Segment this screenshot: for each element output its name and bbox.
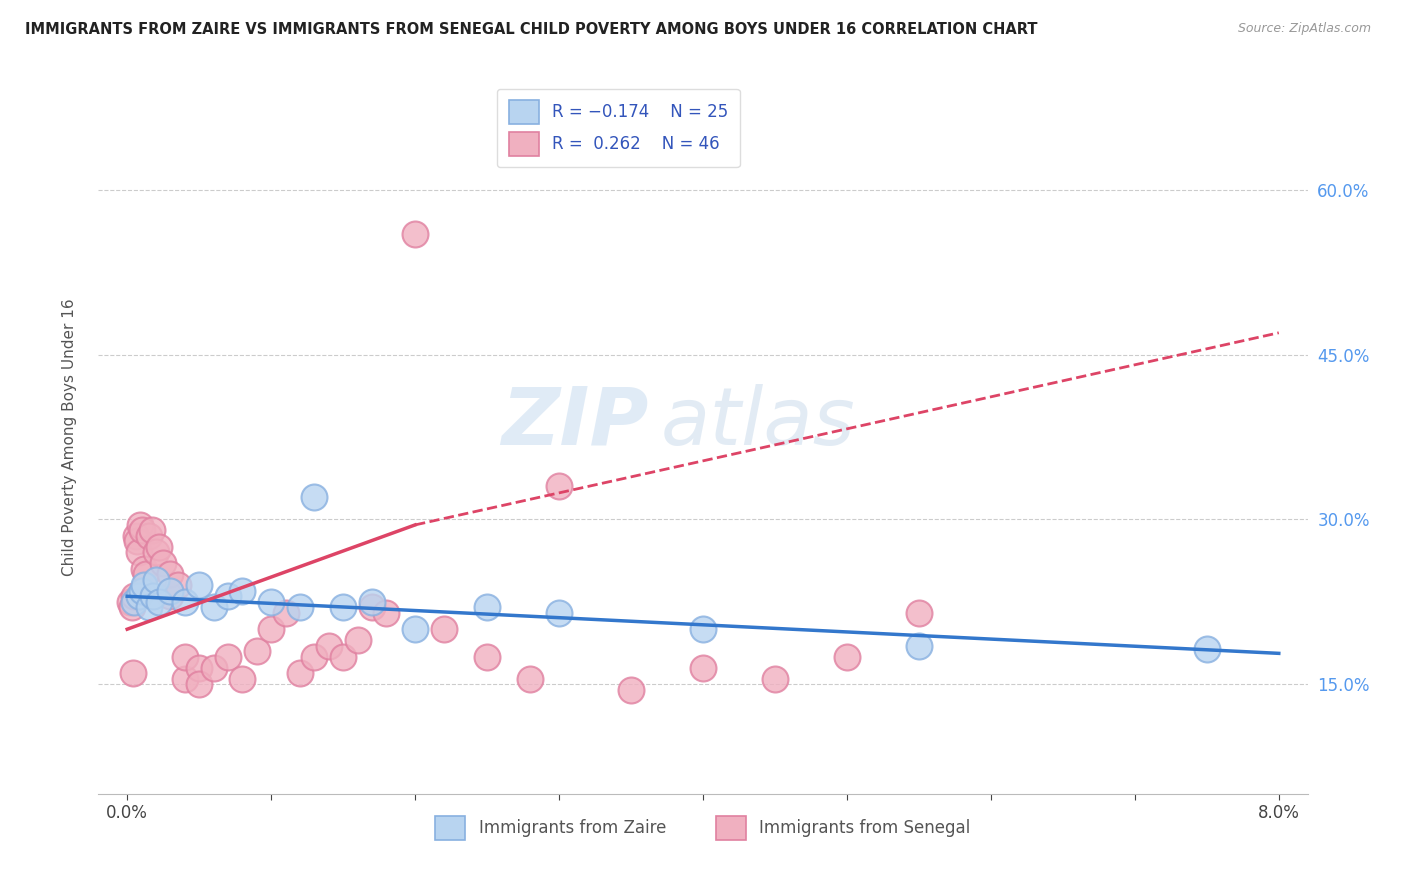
Point <box>121 600 143 615</box>
Point <box>124 589 146 603</box>
Point <box>274 606 297 620</box>
Text: Source: ZipAtlas.com: Source: ZipAtlas.com <box>1237 22 1371 36</box>
Point <box>166 578 188 592</box>
Point <box>134 562 156 576</box>
Point <box>304 491 326 505</box>
Point <box>217 589 239 603</box>
Text: IMMIGRANTS FROM ZAIRE VS IMMIGRANTS FROM SENEGAL CHILD POVERTY AMONG BOYS UNDER : IMMIGRANTS FROM ZAIRE VS IMMIGRANTS FROM… <box>25 22 1038 37</box>
Point <box>692 660 714 674</box>
Point <box>433 622 456 636</box>
Point <box>519 672 541 686</box>
Point <box>346 633 368 648</box>
Point <box>120 595 142 609</box>
Point <box>159 583 181 598</box>
Point <box>141 524 163 538</box>
Point <box>148 540 170 554</box>
Point <box>404 622 426 636</box>
Point <box>129 517 152 532</box>
Point <box>127 534 149 549</box>
Point <box>128 545 150 559</box>
Point <box>620 682 643 697</box>
Point <box>361 595 384 609</box>
Point <box>475 600 498 615</box>
Point <box>304 649 326 664</box>
Point <box>124 595 146 609</box>
Point <box>202 660 225 674</box>
Point <box>188 578 211 592</box>
Point <box>361 600 384 615</box>
Point <box>908 639 931 653</box>
Point <box>122 666 145 681</box>
Point <box>375 606 398 620</box>
Point <box>145 545 167 559</box>
Point <box>260 622 283 636</box>
Point <box>131 524 153 538</box>
Point <box>188 677 211 691</box>
Y-axis label: Child Poverty Among Boys Under 16: Child Poverty Among Boys Under 16 <box>62 298 77 576</box>
Point <box>152 557 174 571</box>
Point <box>692 622 714 636</box>
Point <box>134 578 156 592</box>
Point <box>404 227 426 241</box>
Point <box>260 595 283 609</box>
Point <box>138 529 160 543</box>
Point <box>135 567 157 582</box>
Point <box>131 583 153 598</box>
Point <box>145 573 167 587</box>
Point <box>188 660 211 674</box>
Point <box>763 672 786 686</box>
Point <box>288 666 311 681</box>
Point <box>475 649 498 664</box>
Point <box>231 672 253 686</box>
Point <box>128 589 150 603</box>
Point <box>1195 642 1218 657</box>
Point <box>159 567 181 582</box>
Point <box>908 606 931 620</box>
Point <box>142 589 165 603</box>
Point <box>138 600 160 615</box>
Point <box>548 606 571 620</box>
Point <box>125 529 148 543</box>
Point <box>835 649 858 664</box>
Point <box>288 600 311 615</box>
Point <box>173 672 195 686</box>
Legend: Immigrants from Zaire, Immigrants from Senegal: Immigrants from Zaire, Immigrants from S… <box>426 806 980 850</box>
Point <box>148 595 170 609</box>
Point <box>173 595 195 609</box>
Point <box>246 644 269 658</box>
Point <box>217 649 239 664</box>
Point <box>202 600 225 615</box>
Point <box>332 600 354 615</box>
Point <box>159 589 181 603</box>
Point <box>173 649 195 664</box>
Point <box>231 583 253 598</box>
Text: atlas: atlas <box>661 384 855 462</box>
Text: ZIP: ZIP <box>501 384 648 462</box>
Point <box>548 479 571 493</box>
Point <box>332 649 354 664</box>
Point <box>318 639 340 653</box>
